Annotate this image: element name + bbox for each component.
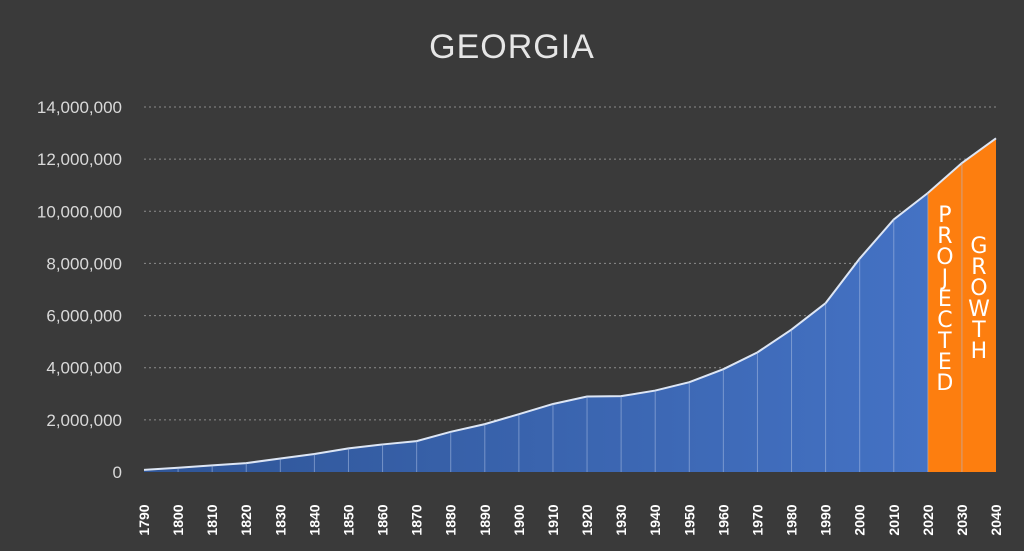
chart-title: GEORGIA — [429, 28, 595, 66]
y-tick-label: 6,000,000 — [46, 307, 122, 326]
x-tick-label: 1920 — [579, 504, 595, 535]
x-tick-label: 2010 — [886, 504, 902, 535]
y-tick-label: 4,000,000 — [46, 359, 122, 378]
decade-dividers — [177, 163, 963, 472]
x-tick-label: 2020 — [920, 504, 936, 535]
x-tick-label: 1830 — [272, 504, 288, 535]
area-series — [143, 137, 997, 473]
historical-area — [144, 193, 928, 473]
x-tick-label: 1790 — [136, 504, 152, 535]
x-tick-label: 1880 — [443, 504, 459, 535]
y-tick-label: 2,000,000 — [46, 411, 122, 430]
y-tick-label: 10,000,000 — [37, 202, 122, 221]
x-tick-label: 1800 — [170, 504, 186, 535]
x-tick-label: 1940 — [647, 504, 663, 535]
x-tick-label: 1980 — [784, 504, 800, 535]
x-tick-label: 1860 — [375, 504, 391, 535]
x-tick-label: 1840 — [306, 504, 322, 535]
y-tick-label: 0 — [113, 463, 122, 482]
x-tick-label: 1930 — [613, 504, 629, 535]
x-tick-label: 2040 — [988, 504, 1004, 535]
y-tick-label: 14,000,000 — [37, 98, 122, 117]
x-axis-ticks: 1790 1800 1810 1820 1830 1840 1850 1860 1870 1880… — [136, 504, 1004, 535]
y-tick-label: 8,000,000 — [46, 254, 122, 273]
x-tick-label: 1950 — [681, 504, 697, 535]
x-tick-label: 1970 — [749, 504, 765, 535]
series-outline — [143, 137, 997, 471]
x-tick-label: 1960 — [715, 504, 731, 535]
x-tick-label: 1850 — [340, 504, 356, 535]
x-tick-label: 2030 — [954, 504, 970, 535]
x-tick-label: 1990 — [818, 504, 834, 535]
x-tick-label: 1900 — [511, 504, 527, 535]
annotations: P R O J E C T E D G R O W T H — [936, 203, 990, 396]
x-tick-label: 1810 — [204, 504, 220, 535]
x-tick-label: 2000 — [852, 504, 868, 535]
y-tick-label: 12,000,000 — [37, 150, 122, 169]
x-tick-label: 1870 — [409, 504, 425, 535]
y-axis-ticks: 0 2,000,000 4,000,000 6,000,000 8,000,000 10,… — [37, 98, 122, 482]
x-tick-label: 1910 — [545, 504, 561, 535]
x-tick-label: 1820 — [238, 504, 254, 535]
x-tick-label: 1890 — [477, 504, 493, 535]
gridlines — [144, 106, 996, 421]
